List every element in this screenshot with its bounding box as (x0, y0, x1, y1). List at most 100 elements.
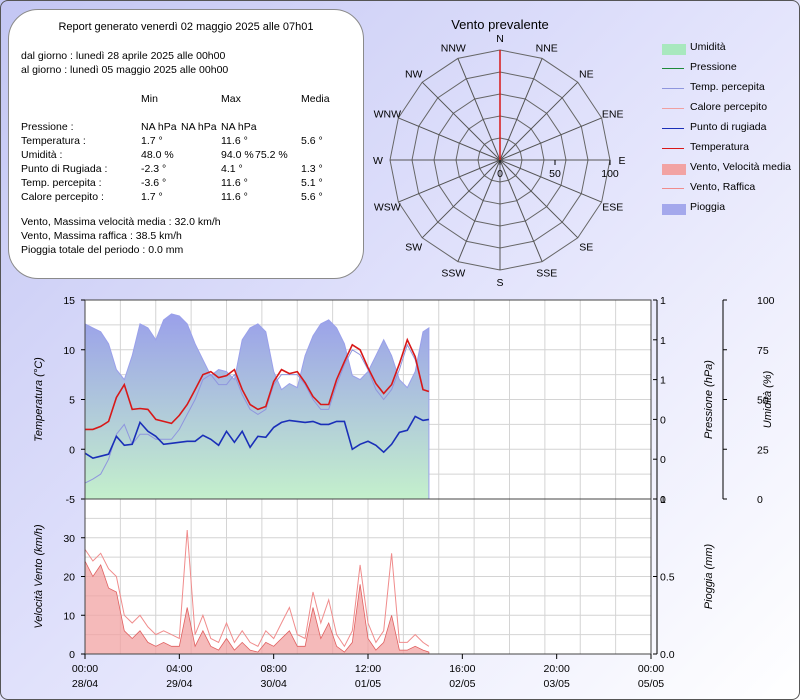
y-mid-axis-label: Pressione (hPa) (703, 360, 715, 439)
x-tick-time: 20:00 (544, 663, 570, 675)
rose-title: Vento prevalente (451, 17, 549, 32)
rose-tick-label: 50 (549, 168, 561, 180)
rose-direction-label: ESE (602, 202, 623, 214)
legend-item: Punto di rugiada (658, 118, 798, 138)
legend-item: Calore percepito (658, 98, 798, 118)
legend-label: Punto di rugiada (690, 121, 767, 133)
chart-legend: Umidità Pressione Temp. percepita Calore pe… (658, 38, 798, 218)
legend-swatch (662, 188, 684, 189)
legend-item: Pioggia (658, 198, 798, 218)
rose-direction-label: SSW (441, 268, 465, 280)
rose-direction-label: WNW (374, 108, 401, 120)
stats-label-cell: Temp. percepita : (21, 177, 102, 189)
stats-avg-cell: 5.1 ° (301, 177, 323, 189)
stats-min-cell: 1.7 ° (141, 191, 163, 203)
legend-item: Pressione (658, 58, 798, 78)
y-right-tick-label: 0.5 (660, 572, 675, 584)
legend-label: Pioggia (690, 201, 726, 213)
y-right-tick-label: 0.0 (660, 649, 675, 661)
stats-label-cell: Umidità : (21, 149, 63, 161)
legend-label: Pressione (690, 61, 737, 73)
x-tick-time: 16:00 (449, 663, 475, 675)
stats-avg-cell: 1.3 ° (301, 163, 323, 175)
x-tick-date: 29/04 (166, 678, 192, 690)
x-tick-time: 08:00 (261, 663, 287, 675)
col-max-header: Max (221, 93, 241, 105)
legend-item: Umidità (658, 38, 798, 58)
stats-min2-cell: NA hPa (181, 121, 217, 133)
x-tick-date: 03/05 (544, 678, 570, 690)
rose-spoke (457, 58, 501, 161)
y-left-tick-label: 30 (63, 533, 75, 545)
y-left-tick-label: 15 (63, 295, 75, 307)
y-left-axis-label: Temperatura (°C) (33, 357, 45, 442)
y-left-tick-label: 0 (69, 649, 75, 661)
rose-direction-label: SE (579, 241, 593, 253)
wind-avg-area (84, 560, 430, 655)
legend-item: Vento, Velocità media (658, 158, 798, 178)
x-tick-date: 30/04 (261, 678, 287, 690)
rose-spoke (398, 159, 501, 203)
stats-avg-cell: 5.6 ° (301, 135, 323, 147)
y-left-tick-label: 20 (63, 572, 75, 584)
legend-swatch (662, 204, 686, 215)
rain-total: Pioggia totale del periodo : 0.0 mm (21, 244, 184, 256)
y-mid-tick-label: 0 (660, 494, 666, 506)
legend-swatch (662, 128, 684, 129)
series-line-temppercepita (84, 343, 430, 484)
stats-max-cell: 11.6 ° (221, 191, 248, 203)
rose-spoke (499, 159, 543, 262)
y-right-tick-label: 1 (660, 494, 666, 506)
legend-swatch (662, 44, 686, 55)
rose-direction-label: S (496, 277, 503, 289)
rose-spoke (457, 159, 501, 262)
rose-direction-label: NNW (441, 42, 466, 54)
rose-direction-label: NW (405, 69, 423, 81)
rose-direction-label: W (373, 155, 383, 167)
x-tick-date: 05/05 (638, 678, 664, 690)
legend-swatch (662, 68, 684, 69)
x-tick-time: 00:00 (638, 663, 664, 675)
rose-tick-label: 0 (497, 168, 503, 180)
wind-avg-max: Vento, Massima velocità media : 32.0 km/… (21, 216, 221, 228)
stats-max-cell: 11.6 ° (221, 177, 248, 189)
wind-gust-max: Vento, Massima raffica : 38.5 km/h (21, 230, 182, 242)
rose-spoke (398, 117, 501, 161)
stats-max-cell: 94.0 % (221, 149, 254, 161)
stats-max-cell: 4.1 ° (221, 163, 243, 175)
rose-spoke (499, 58, 543, 161)
stats-avg-cell: 5.6 ° (301, 191, 323, 203)
y-right-tick-label: 0 (757, 494, 763, 506)
stats-max2-cell: 75.2 % (255, 149, 288, 161)
stats-min-cell: -2.3 ° (141, 163, 167, 175)
y-right-tick-label: 50 (757, 395, 769, 407)
rose-spoke (499, 117, 602, 161)
legend-swatch (662, 148, 684, 149)
x-tick-date: 28/04 (72, 678, 98, 690)
rose-spoke (421, 159, 501, 239)
stats-label-cell: Pressione : (21, 121, 74, 133)
y-right-tick-label: 75 (757, 345, 769, 357)
series-line-temperatura (85, 337, 430, 431)
stats-label-cell: Temperatura : (21, 135, 86, 147)
y-left-tick-label: -5 (66, 494, 75, 506)
stats-min-cell: 48.0 % (141, 149, 174, 161)
y-left-tick-label: 10 (63, 610, 75, 622)
y-right-axis-label: Pioggia (mm) (703, 543, 715, 609)
wind-gust-line (84, 529, 430, 648)
y-left-tick-label: 0 (69, 444, 75, 456)
y-right-tick-label: 25 (757, 444, 769, 456)
series-line-puntodirugiada (84, 415, 430, 460)
legend-label: Temperatura (690, 141, 749, 153)
rose-spoke (421, 81, 501, 161)
rose-direction-label: WSW (374, 202, 401, 214)
rose-direction-label: NE (579, 69, 594, 81)
stats-label-cell: Punto di Rugiada : (21, 163, 108, 175)
rose-spoke (499, 81, 579, 161)
rose-direction-label: SW (405, 241, 422, 253)
rose-direction-label: N (496, 33, 504, 45)
stats-label-cell: Calore percepito : (21, 191, 104, 203)
time-axis: 00:00 28/04 04:00 29/04 08:00 30/04 12:00 01/05… (72, 654, 664, 690)
